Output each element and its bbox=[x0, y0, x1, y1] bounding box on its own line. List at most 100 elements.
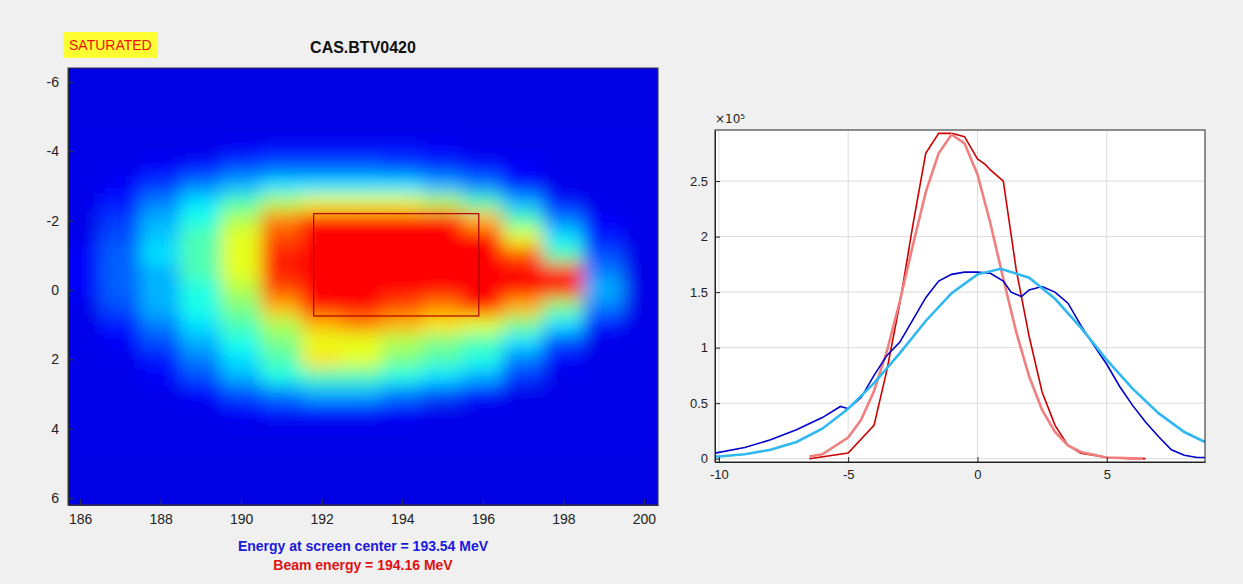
roi-box bbox=[314, 214, 479, 316]
tick-label: 198 bbox=[552, 511, 576, 527]
grid-line bbox=[715, 347, 1205, 348]
cell bbox=[422, 350, 463, 368]
cell bbox=[261, 298, 302, 316]
grid-line bbox=[848, 130, 849, 462]
tick: 186 bbox=[69, 499, 93, 527]
tick: 200 bbox=[633, 499, 657, 527]
cell bbox=[261, 177, 302, 195]
cell bbox=[100, 402, 141, 420]
cell bbox=[221, 385, 262, 403]
cell bbox=[422, 263, 463, 281]
cell bbox=[301, 263, 342, 281]
cell bbox=[180, 298, 221, 316]
cell bbox=[382, 333, 423, 351]
cell bbox=[261, 159, 302, 177]
cell bbox=[502, 281, 543, 299]
tick-mark bbox=[68, 82, 74, 83]
tick-mark bbox=[715, 292, 720, 293]
tick: 192 bbox=[311, 499, 335, 527]
tick-mark bbox=[68, 221, 74, 222]
cell bbox=[180, 402, 221, 420]
cell bbox=[623, 194, 658, 212]
cell bbox=[221, 298, 262, 316]
cell bbox=[583, 368, 624, 386]
cell bbox=[301, 159, 342, 177]
tick-label: -2 bbox=[47, 213, 60, 229]
cell bbox=[462, 229, 503, 247]
cell bbox=[221, 194, 262, 212]
grid-line bbox=[715, 292, 1205, 293]
cell bbox=[100, 177, 141, 195]
cell bbox=[382, 229, 423, 247]
cell bbox=[68, 159, 101, 177]
cell bbox=[180, 177, 221, 195]
cell bbox=[422, 246, 463, 264]
tick-label: 2.5 bbox=[690, 174, 708, 189]
cell bbox=[68, 420, 101, 438]
tick-label: 1.5 bbox=[690, 285, 708, 300]
cell bbox=[100, 420, 141, 438]
cell bbox=[462, 385, 503, 403]
series-line bbox=[809, 134, 1143, 458]
cell bbox=[502, 350, 543, 368]
cell bbox=[140, 229, 181, 247]
cell bbox=[261, 368, 302, 386]
cell bbox=[180, 315, 221, 333]
cell bbox=[422, 385, 463, 403]
cell bbox=[462, 298, 503, 316]
tick-label: 5 bbox=[1104, 467, 1111, 482]
cell bbox=[301, 246, 342, 264]
cell bbox=[221, 211, 262, 229]
tick: 0 bbox=[51, 282, 74, 298]
canvas: 186188190192194196198200-6-4-20246CAS.BT… bbox=[0, 0, 1243, 584]
tick: 190 bbox=[230, 499, 254, 527]
cell bbox=[100, 229, 141, 247]
cell bbox=[261, 281, 302, 299]
cell bbox=[502, 177, 543, 195]
cell bbox=[180, 159, 221, 177]
cell bbox=[301, 229, 342, 247]
cell bbox=[341, 263, 382, 281]
cell bbox=[382, 177, 423, 195]
series-line bbox=[809, 133, 1145, 458]
cell bbox=[341, 368, 382, 386]
cell bbox=[543, 246, 584, 264]
cell bbox=[301, 385, 342, 403]
x-axis: -10-505 bbox=[710, 457, 1206, 482]
tick-label: 6 bbox=[51, 490, 59, 506]
cell bbox=[543, 315, 584, 333]
cell bbox=[140, 385, 181, 403]
tick-label: -5 bbox=[843, 467, 855, 482]
cell bbox=[261, 194, 302, 212]
cell bbox=[301, 142, 342, 160]
cell bbox=[422, 194, 463, 212]
cell bbox=[462, 142, 503, 160]
cell bbox=[382, 298, 423, 316]
cell bbox=[583, 229, 624, 247]
tick-mark bbox=[68, 359, 74, 360]
cell bbox=[543, 298, 584, 316]
cell bbox=[462, 263, 503, 281]
cell bbox=[382, 263, 423, 281]
tick-label: 196 bbox=[472, 511, 496, 527]
tick-mark bbox=[322, 499, 323, 505]
cell bbox=[382, 246, 423, 264]
cell bbox=[462, 333, 503, 351]
cell bbox=[543, 263, 584, 281]
tick-label: 2 bbox=[51, 351, 59, 367]
cell bbox=[583, 281, 624, 299]
cell bbox=[543, 159, 584, 177]
cell bbox=[140, 177, 181, 195]
axis-line bbox=[69, 505, 659, 506]
cell bbox=[68, 281, 101, 299]
series-line bbox=[715, 269, 1205, 457]
cell bbox=[583, 159, 624, 177]
cell bbox=[422, 298, 463, 316]
tick-mark bbox=[68, 429, 74, 430]
cell bbox=[221, 402, 262, 420]
cell bbox=[543, 281, 584, 299]
tick: 0 bbox=[974, 457, 981, 482]
cell bbox=[623, 420, 658, 438]
cell bbox=[261, 315, 302, 333]
cell bbox=[341, 315, 382, 333]
